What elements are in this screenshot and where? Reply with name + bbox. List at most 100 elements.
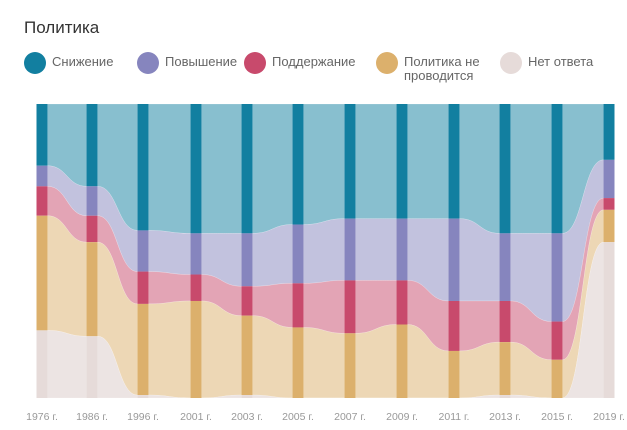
x-tick-label: 2003 г. — [231, 411, 263, 423]
bar-segment-increase — [86, 186, 98, 216]
legend-label: Нет ответа — [528, 54, 594, 69]
bar-segment-no-policy — [241, 315, 253, 396]
bar-segment-decrease — [292, 104, 304, 225]
bar-segment-decrease — [190, 104, 202, 234]
flow-no-answer — [148, 394, 191, 399]
bar-segment-increase — [396, 218, 408, 281]
flow-increase — [252, 224, 293, 287]
flow-decrease — [303, 103, 345, 225]
bar-segment-maintain — [190, 274, 202, 301]
bar-segment-no-answer — [86, 336, 98, 398]
bar-segment-increase — [344, 218, 356, 281]
bar-segment-no-policy — [36, 215, 48, 331]
legend-item-decrease: Снижение — [24, 52, 113, 74]
x-tick-label: 2005 г. — [282, 411, 314, 423]
flow-decrease — [510, 103, 552, 234]
legend-swatch — [500, 52, 522, 74]
x-tick-label: 2007 г. — [334, 411, 366, 423]
bar-segment-no-answer — [36, 330, 48, 398]
x-tick-label: 1976 г. — [26, 411, 58, 423]
flow-increase — [148, 230, 191, 275]
bar-segment-no-policy — [190, 300, 202, 398]
legend-swatch — [376, 52, 398, 74]
bar-segment-maintain — [551, 321, 563, 360]
legend-label: Снижение — [52, 54, 114, 69]
bar-segment-increase — [499, 233, 511, 301]
x-tick-label: 2019 г. — [593, 411, 625, 423]
legend-item-maintain: Поддержание — [244, 52, 356, 74]
flow-no-policy — [148, 300, 191, 399]
bar-segment-increase — [448, 218, 460, 301]
bar-segment-decrease — [396, 104, 408, 219]
legend-item-increase: Повышение — [137, 52, 237, 74]
x-tick-label: 2015 г. — [541, 411, 573, 423]
flow-no-policy — [355, 324, 397, 399]
bar-segment-maintain — [241, 286, 253, 316]
bar-segment-maintain — [603, 198, 615, 210]
bar-segment-increase — [137, 230, 149, 272]
x-tick-label: 2001 г. — [180, 411, 212, 423]
flow-increase — [303, 218, 345, 284]
flow-no-policy — [252, 315, 293, 399]
flow-no-answer — [252, 394, 293, 399]
bar-segment-decrease — [137, 104, 149, 231]
bar-segment-decrease — [448, 104, 460, 219]
bar-segment-no-policy — [603, 209, 615, 243]
flow-decrease — [459, 103, 500, 234]
flow-no-answer — [562, 241, 604, 399]
bar-segment-no-policy — [499, 342, 511, 396]
legend-swatch — [244, 52, 266, 74]
bar-segment-increase — [603, 159, 615, 199]
flow-no-answer — [47, 330, 87, 399]
x-tick-label: 2013 г. — [489, 411, 521, 423]
bar-segment-no-policy — [551, 359, 563, 398]
bar-segment-no-policy — [396, 324, 408, 398]
flow-no-policy — [303, 327, 345, 399]
x-tick-label: 1996 г. — [127, 411, 159, 423]
bar-segment-decrease — [603, 104, 615, 160]
bar-segment-maintain — [499, 300, 511, 343]
bar-segment-decrease — [36, 104, 48, 166]
bar-segment-no-policy — [292, 327, 304, 398]
bar-segment-maintain — [36, 186, 48, 216]
bar-segment-no-policy — [344, 333, 356, 398]
bar-segment-no-answer — [603, 242, 615, 398]
flow-no-answer — [510, 394, 552, 399]
flow-no-policy — [459, 341, 500, 399]
flow-decrease — [201, 103, 242, 234]
legend-swatch — [137, 52, 159, 74]
legend-item-no-policy: Политика не проводится — [376, 52, 490, 83]
bar-segment-decrease — [86, 104, 98, 187]
flow-no-policy — [201, 300, 242, 399]
bar-segment-increase — [292, 224, 304, 284]
bar-segment-decrease — [499, 104, 511, 234]
bar-segment-maintain — [344, 280, 356, 334]
bar-segment-maintain — [396, 280, 408, 325]
x-tick-label: 1986 г. — [76, 411, 108, 423]
flow-decrease — [252, 103, 293, 234]
bar-segment-increase — [190, 233, 202, 275]
legend-label: Поддержание — [272, 54, 356, 69]
bar-segment-maintain — [137, 271, 149, 304]
x-tick-label: 2009 г. — [386, 411, 418, 423]
flow-decrease — [355, 103, 397, 219]
legend-swatch — [24, 52, 46, 74]
flow-maintain — [148, 271, 191, 305]
bar-segment-increase — [36, 165, 48, 187]
flow-maintain — [303, 280, 345, 334]
bar-segment-no-answer — [137, 395, 149, 398]
bar-segment-no-answer — [241, 395, 253, 398]
bar-segment-increase — [241, 233, 253, 287]
bar-segment-no-answer — [499, 395, 511, 398]
bar-segment-maintain — [86, 215, 98, 243]
flow-decrease — [407, 103, 449, 219]
x-tick-label: 2011 г. — [439, 411, 470, 423]
bar-segment-decrease — [241, 104, 253, 234]
legend-item-no-answer: Нет ответа — [500, 52, 593, 74]
bar-segment-maintain — [292, 283, 304, 328]
flow-increase — [355, 218, 397, 281]
chart-title: Политика — [24, 18, 100, 37]
bar-segment-decrease — [551, 104, 563, 234]
flow-decrease — [148, 103, 191, 234]
